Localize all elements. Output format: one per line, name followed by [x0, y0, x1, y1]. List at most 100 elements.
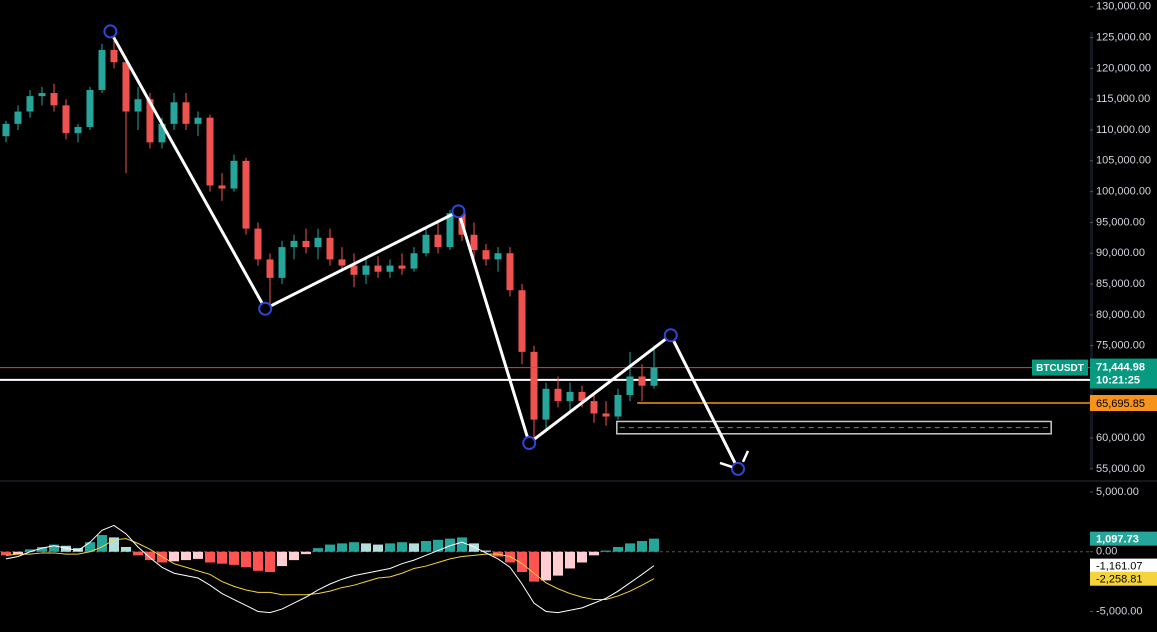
histogram-bar	[157, 551, 167, 563]
pattern-point	[451, 204, 466, 219]
histogram-bar	[397, 542, 407, 552]
histogram-bar	[421, 540, 431, 552]
candle-body	[254, 228, 262, 260]
candle-body	[434, 234, 442, 248]
histogram-bar	[577, 551, 587, 563]
histogram-bar	[85, 542, 95, 552]
candle-body	[350, 265, 358, 275]
histogram-bar	[121, 546, 131, 552]
y-tick-label: 55,000.00	[1096, 463, 1145, 475]
histogram-bar	[145, 551, 155, 561]
histogram-bar	[553, 551, 563, 576]
signal-line	[5, 538, 655, 601]
candle-body	[542, 388, 550, 420]
y-tick-label: 75,000.00	[1096, 340, 1145, 352]
histogram-bar	[313, 548, 323, 552]
histogram-bar	[625, 543, 635, 552]
candle-body	[398, 265, 406, 269]
arrow-head	[741, 450, 750, 463]
pattern-point	[522, 436, 537, 451]
histogram-bar	[409, 543, 419, 552]
candle-body	[554, 388, 562, 402]
histogram-bar	[469, 543, 479, 552]
histogram-label-bg	[1090, 531, 1157, 546]
candle-body	[182, 102, 190, 124]
histogram-bar	[301, 551, 311, 555]
candle-body	[290, 240, 298, 248]
histogram-bar	[517, 551, 527, 573]
candle-body	[614, 394, 622, 417]
zone	[616, 420, 1052, 435]
histogram-bar	[49, 544, 59, 552]
histogram-bar	[277, 551, 287, 567]
candle-body	[326, 237, 334, 260]
candle-body	[206, 117, 214, 186]
symbol-label: BTCUSDT	[1036, 363, 1084, 374]
histogram-bar	[505, 551, 515, 563]
histogram-bar	[253, 551, 263, 571]
y-tick-label: 100,000.00	[1096, 186, 1151, 198]
candle-body	[518, 290, 526, 352]
last-price-label: 71,444.98	[1096, 361, 1145, 373]
y-tick-label: 95,000.00	[1096, 216, 1145, 228]
histogram-bar	[229, 551, 239, 565]
y-tick-label: 80,000.00	[1096, 309, 1145, 321]
candle-body	[122, 62, 130, 112]
pattern-point	[663, 328, 678, 343]
histogram-bar	[385, 543, 395, 552]
candle-body	[602, 413, 610, 417]
candle-body	[314, 237, 322, 248]
candle-body	[170, 102, 178, 124]
candle-body	[362, 265, 370, 275]
histogram-bar	[61, 545, 71, 552]
candle-body	[26, 96, 34, 112]
histogram-bar	[565, 551, 575, 569]
candle-body	[194, 117, 202, 124]
candle-body	[50, 93, 58, 106]
candle-body	[62, 105, 70, 134]
y-tick-label: 85,000.00	[1096, 278, 1145, 290]
histogram-bar	[133, 551, 143, 556]
histogram-bar	[361, 543, 371, 552]
candle-body	[470, 234, 478, 251]
y-tick-label: 115,000.00	[1096, 93, 1150, 105]
histogram-bar	[481, 550, 491, 552]
histogram-bar	[217, 551, 227, 564]
histogram-bar	[265, 551, 275, 573]
candle-body	[626, 376, 634, 395]
histogram-bar	[13, 551, 23, 555]
countdown: 10:21:25	[1096, 374, 1140, 386]
candle-body	[38, 93, 46, 97]
y-tick-label: 130,000.00	[1096, 1, 1151, 13]
candle-body	[218, 185, 226, 189]
pattern-line	[109, 30, 740, 470]
last-price-bg	[1090, 358, 1157, 389]
candle-body	[590, 401, 598, 414]
signal-line-label-bg	[1090, 571, 1157, 586]
macd-line-label-bg	[1090, 558, 1157, 573]
histogram-bar	[97, 535, 107, 552]
histogram-bar	[181, 551, 191, 561]
histogram-bar	[169, 551, 179, 562]
arrow-head	[719, 461, 733, 469]
candle-body	[14, 111, 22, 124]
histogram-bar	[637, 540, 647, 552]
histogram-bar	[325, 544, 335, 552]
axis-highlight	[1090, 32, 1093, 469]
candle-body	[266, 259, 274, 278]
histogram-label: 1,097.73	[1096, 534, 1139, 546]
candle-body	[650, 367, 658, 386]
candle-body	[482, 250, 490, 260]
y-tick-label: 110,000.00	[1096, 124, 1150, 136]
symbol-label-bg	[1032, 359, 1088, 376]
histogram-bar	[205, 551, 215, 563]
histogram-bar	[529, 551, 539, 582]
pattern-point	[258, 301, 273, 316]
level-label: 65,695.85	[1096, 398, 1145, 410]
candle-body	[230, 160, 238, 189]
candle-body	[98, 49, 106, 90]
y-tick-label: 125,000.00	[1096, 31, 1151, 43]
pattern-point	[731, 461, 745, 476]
histogram-bar	[589, 551, 599, 556]
candle-body	[110, 49, 118, 63]
